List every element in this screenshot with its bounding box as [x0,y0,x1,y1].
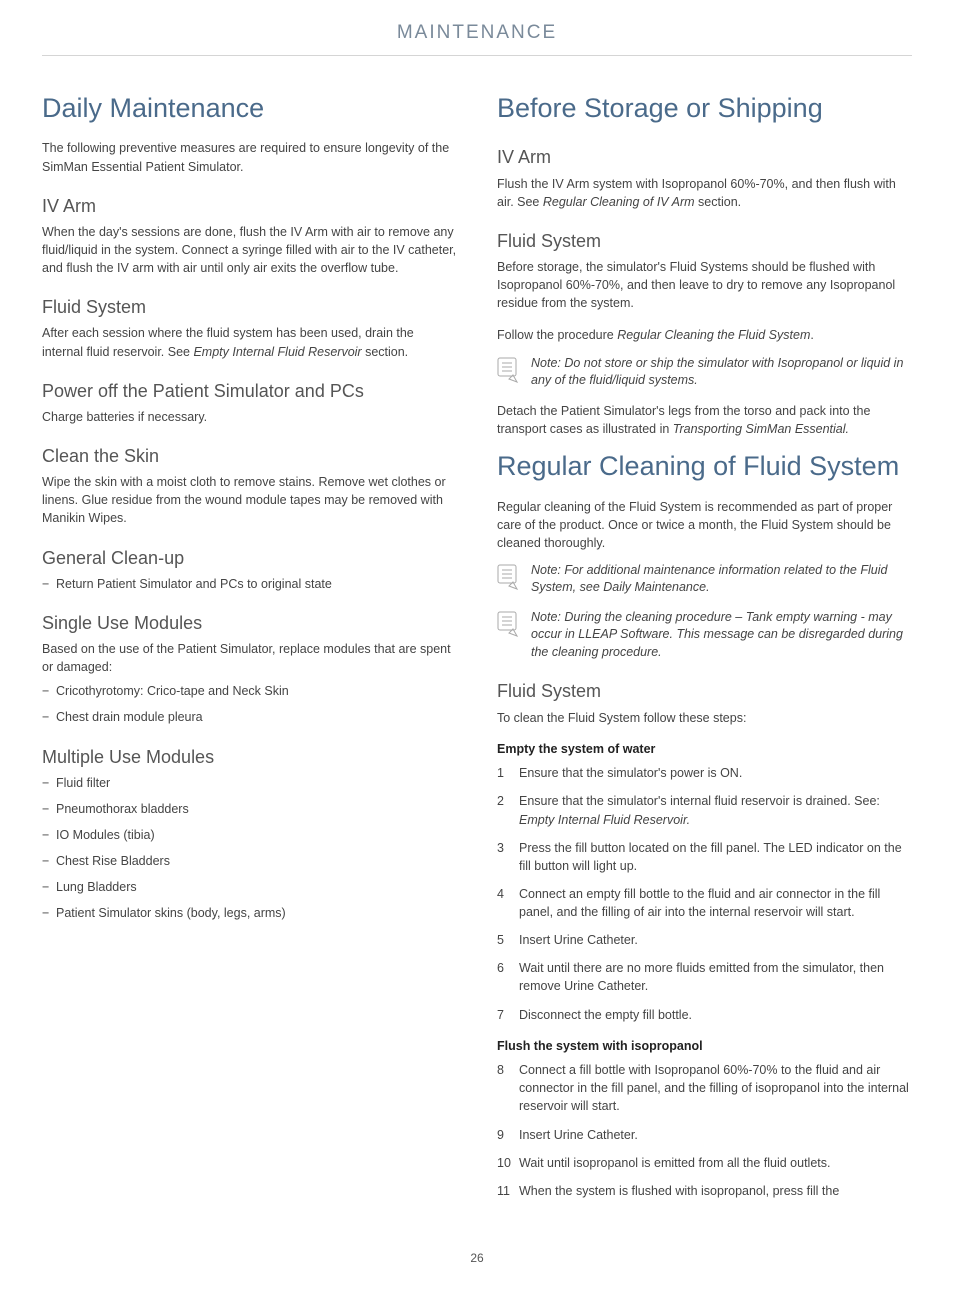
steps-empty: 1 Ensure that the simulator's power is ON… [497,764,912,1023]
step-number: 6 [497,959,504,977]
power-body: Charge batteries if necessary. [42,408,457,426]
multi-list: Fluid filter Pneumothorax bladders IO Mo… [42,774,457,923]
step-number: 7 [497,1006,504,1024]
step-text: Connect a fill bottle with Isopropanol 6… [519,1063,909,1113]
note-icon [497,357,521,383]
flr2-pre: Follow the procedure [497,328,617,342]
note-text: Note: Do not store or ship the simulator… [531,355,912,390]
list-item: 2Ensure that the simulator's internal fl… [519,792,912,828]
single-list: Cricothyrotomy: Crico-tape and Neck Skin… [42,682,457,726]
step-text: Ensure that the simulator's power is ON. [519,766,742,780]
note-icon [497,611,521,637]
note-icon [497,564,521,590]
list-item: Return Patient Simulator and PCs to orig… [56,575,457,593]
list-item: 8Connect a fill bottle with Isopropanol … [519,1061,912,1115]
list-item: Fluid filter [56,774,457,792]
step-text: Disconnect the empty fill bottle. [519,1008,692,1022]
intro-text: The following preventive measures are re… [42,139,457,175]
fluid-post: section. [362,345,409,359]
note-block: Note: Do not store or ship the simulator… [497,355,912,390]
fluid-em: Empty Internal Fluid Reservoir [193,345,361,359]
fluid-r-body2: Follow the procedure Regular Cleaning th… [497,326,912,344]
h2-iv-arm: IV Arm [42,194,457,219]
list-item: 9Insert Urine Catheter. [519,1126,912,1144]
step-em: Empty Internal Fluid Reservoir. [519,813,690,827]
ivr-em: Regular Cleaning of IV Arm [543,195,695,209]
h2-fluid-system: Fluid System [42,295,457,320]
left-column: Daily Maintenance The following preventi… [42,80,457,1210]
iv-arm-r-body: Flush the IV Arm system with Isopropanol… [497,175,912,211]
list-item: 4Connect an empty fill bottle to the flu… [519,885,912,921]
step-text: Wait until isopropanol is emitted from a… [519,1156,831,1170]
step-text: Insert Urine Catheter. [519,1128,638,1142]
h2-iv-arm-r: IV Arm [497,145,912,170]
step-pre: Ensure that the simulator's internal flu… [519,794,880,808]
cleanup-list: Return Patient Simulator and PCs to orig… [42,575,457,593]
detach-text: Detach the Patient Simulator's legs from… [497,402,912,438]
h2-multi-use: Multiple Use Modules [42,745,457,770]
step-text: Insert Urine Catheter. [519,933,638,947]
skin-body: Wipe the skin with a moist cloth to remo… [42,473,457,527]
subheading-flush: Flush the system with isopropanol [497,1038,912,1056]
fluid-r-body1: Before storage, the simulator's Fluid Sy… [497,258,912,312]
step-number: 5 [497,931,504,949]
list-item: 5Insert Urine Catheter. [519,931,912,949]
step-text: When the system is flushed with isopropa… [519,1184,839,1198]
fluid-body: After each session where the fluid syste… [42,324,457,360]
list-item: Lung Bladders [56,878,457,896]
note-block: Note: For additional maintenance informa… [497,562,912,597]
single-intro: Based on the use of the Patient Simulato… [42,640,457,676]
note-block: Note: During the cleaning procedure – Ta… [497,609,912,662]
note-text: Note: During the cleaning procedure – Ta… [531,609,912,662]
step-number: 2 [497,792,504,810]
page-header: MAINTENANCE [42,20,912,56]
note-text: Note: For additional maintenance informa… [531,562,912,597]
subheading-empty: Empty the system of water [497,741,912,759]
list-item: Cricothyrotomy: Crico-tape and Neck Skin [56,682,457,700]
flr2-post: . [810,328,813,342]
h2-single-use: Single Use Modules [42,611,457,636]
step-number: 1 [497,764,504,782]
step-text: Wait until there are no more fluids emit… [519,961,884,993]
list-item: Chest drain module pleura [56,708,457,726]
step-number: 3 [497,839,504,857]
step-number: 9 [497,1126,504,1144]
ivr-post: section. [695,195,742,209]
list-item: Pneumothorax bladders [56,800,457,818]
h2-power-off: Power off the Patient Simulator and PCs [42,379,457,404]
list-item: 11When the system is flushed with isopro… [519,1182,912,1200]
content-columns: Daily Maintenance The following preventi… [42,80,912,1210]
reg-intro: Regular cleaning of the Fluid System is … [497,498,912,552]
step-number: 11 [497,1182,510,1200]
right-column: Before Storage or Shipping IV Arm Flush … [497,80,912,1210]
step-text: Press the fill button located on the fil… [519,841,902,873]
steps-flush: 8 Connect a fill bottle with Isopropanol … [497,1061,912,1200]
list-item: 1Ensure that the simulator's power is ON… [519,764,912,782]
h1-before-storage: Before Storage or Shipping [497,90,912,128]
fluid2-intro: To clean the Fluid System follow these s… [497,709,912,727]
h1-daily-maintenance: Daily Maintenance [42,90,457,128]
h1-regular-cleaning: Regular Cleaning of Fluid System [497,448,912,486]
step-text: Connect an empty fill bottle to the flui… [519,887,880,919]
h2-clean-skin: Clean the Skin [42,444,457,469]
list-item: 3Press the fill button located on the fi… [519,839,912,875]
list-item: IO Modules (tibia) [56,826,457,844]
step-number: 8 [497,1061,504,1079]
page-number: 26 [42,1250,912,1267]
step-number: 10 [497,1154,511,1172]
h2-general-cleanup: General Clean-up [42,546,457,571]
list-item: 10Wait until isopropanol is emitted from… [519,1154,912,1172]
list-item: 7Disconnect the empty fill bottle. [519,1006,912,1024]
h2-fluid-r: Fluid System [497,229,912,254]
list-item: Patient Simulator skins (body, legs, arm… [56,904,457,922]
h2-fluid-system-2: Fluid System [497,679,912,704]
detach-em: Transporting SimMan Essential. [673,422,849,436]
iv-arm-body: When the day's sessions are done, flush … [42,223,457,277]
step-number: 4 [497,885,504,903]
list-item: 6Wait until there are no more fluids emi… [519,959,912,995]
list-item: Chest Rise Bladders [56,852,457,870]
flr2-em: Regular Cleaning the Fluid System [617,328,810,342]
